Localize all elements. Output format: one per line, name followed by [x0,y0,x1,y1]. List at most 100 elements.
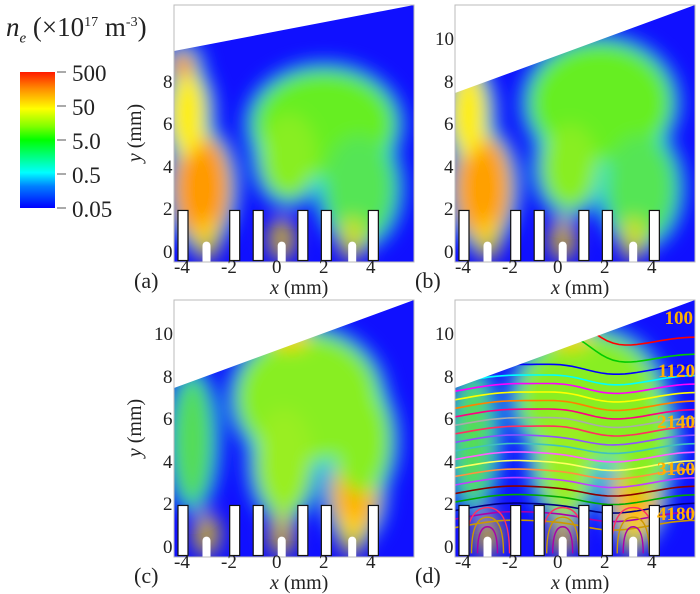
potential-contour [455,442,695,455]
colorbar [20,72,55,208]
nozzle-contour [552,526,574,554]
potential-contour [455,434,695,446]
y-tick-label: 6 [444,409,454,431]
electrode [648,504,660,557]
nozzle-plume [267,217,296,262]
contour-label: 1120 [658,361,695,383]
colorbar-tick [57,71,66,73]
x-axis-label: x (mm) [270,277,329,299]
colorbar-tick [57,105,66,107]
nozzle-plume [192,512,221,557]
potential-contour [455,425,695,437]
nozzle-plume [338,512,367,557]
potential-contour [455,468,695,480]
nozzle-contour [470,516,505,554]
electrode [648,209,660,262]
nozzle [558,536,567,557]
colorbar-title: ne (×1017 m-3) [6,12,147,47]
outside-domain [174,5,414,51]
heatmap-plot [173,4,415,263]
x-tick-label: 4 [366,257,376,278]
density-region [536,408,594,516]
panel-label: (c) [134,563,159,588]
nozzle-contour [476,526,499,554]
y-tick-label: 10 [435,29,454,50]
plot-frame [454,4,696,263]
electrode [367,209,379,262]
y-tick-label: 6 [163,409,173,431]
y-tick-label: 0 [444,537,454,558]
nozzle-plume [619,512,648,557]
panel-b: 0 2 4 6 8 10 -4 -2 0 2 4 x (mm) (b) [415,4,696,298]
electrode [229,209,241,262]
x-tick-label: -2 [221,552,237,573]
nozzle-plume [619,217,648,262]
colorbar-tick-label: 0.5 [72,163,101,188]
electrode [601,209,613,262]
nozzle [483,536,492,557]
potential-contour [455,399,695,412]
x-axis-label: x (mm) [270,572,329,594]
electrode [297,504,309,557]
x-tick-label: 0 [553,257,563,278]
nozzle-plume [548,217,577,262]
y-tick-label: 4 [444,451,454,473]
electrode [297,209,309,262]
electrode [601,504,613,557]
panel-c: 0 2 4 6 8 10 -4 -2 0 2 4 x (mm) (c) y (mm) [124,299,415,593]
electrode [458,504,470,557]
density-region [255,408,313,516]
y-tick-label: 8 [163,366,173,388]
nozzle [202,241,211,262]
x-axis-label: x (mm) [551,572,610,594]
y-tick-label: 2 [444,199,454,221]
y-tick-label: 10 [435,324,454,345]
contour-label: 3160 [657,459,695,481]
x-tick-label: -2 [502,552,518,573]
panel-a: 0 2 4 6 8 -4 -2 0 2 4 x (mm) (a) y (mm) [124,4,415,298]
nozzle-plume [473,217,502,262]
nozzle [629,536,638,557]
nozzle-contour [546,516,580,554]
electrode [578,209,590,262]
nozzle-plume [338,217,367,262]
electrode [177,504,189,557]
electrode [320,209,332,262]
x-tick-label: -4 [455,552,471,573]
potential-contour [455,374,695,386]
panel-label: (b) [415,268,441,293]
plot-frame [173,299,415,558]
density-region [174,51,195,78]
x-tick-label: 2 [319,257,329,278]
x-tick-label: 4 [366,552,376,573]
electrode [177,209,189,262]
density-region [174,376,212,505]
nozzle [277,241,286,262]
potential-contour [455,451,695,463]
outside-domain [455,300,695,388]
y-tick-label: 8 [163,71,173,93]
panel-label: (d) [415,563,441,588]
density-region [333,387,390,494]
colorbar-tick-label: 50 [72,95,95,120]
potential-contour [455,382,695,395]
y-tick-label: 8 [444,366,454,388]
x-tick-label: -4 [174,552,190,573]
colorbar-tick-label: 0.05 [72,197,113,222]
plot-frame [454,299,696,558]
electrode [320,504,332,557]
x-tick-label: -4 [174,257,190,278]
potential-contour [455,408,695,420]
y-tick-label: 6 [163,114,173,136]
electrode [458,209,470,262]
density-region [541,124,598,210]
heatmap-plot [454,4,696,263]
nozzle-contour [616,516,650,554]
potential-contour [455,459,695,472]
x-tick-label: -4 [455,257,471,278]
y-tick-label: 4 [163,451,173,473]
nozzle-plume [192,217,221,262]
contour-label: 100 [664,308,694,330]
y-tick-label: 8 [444,71,454,93]
